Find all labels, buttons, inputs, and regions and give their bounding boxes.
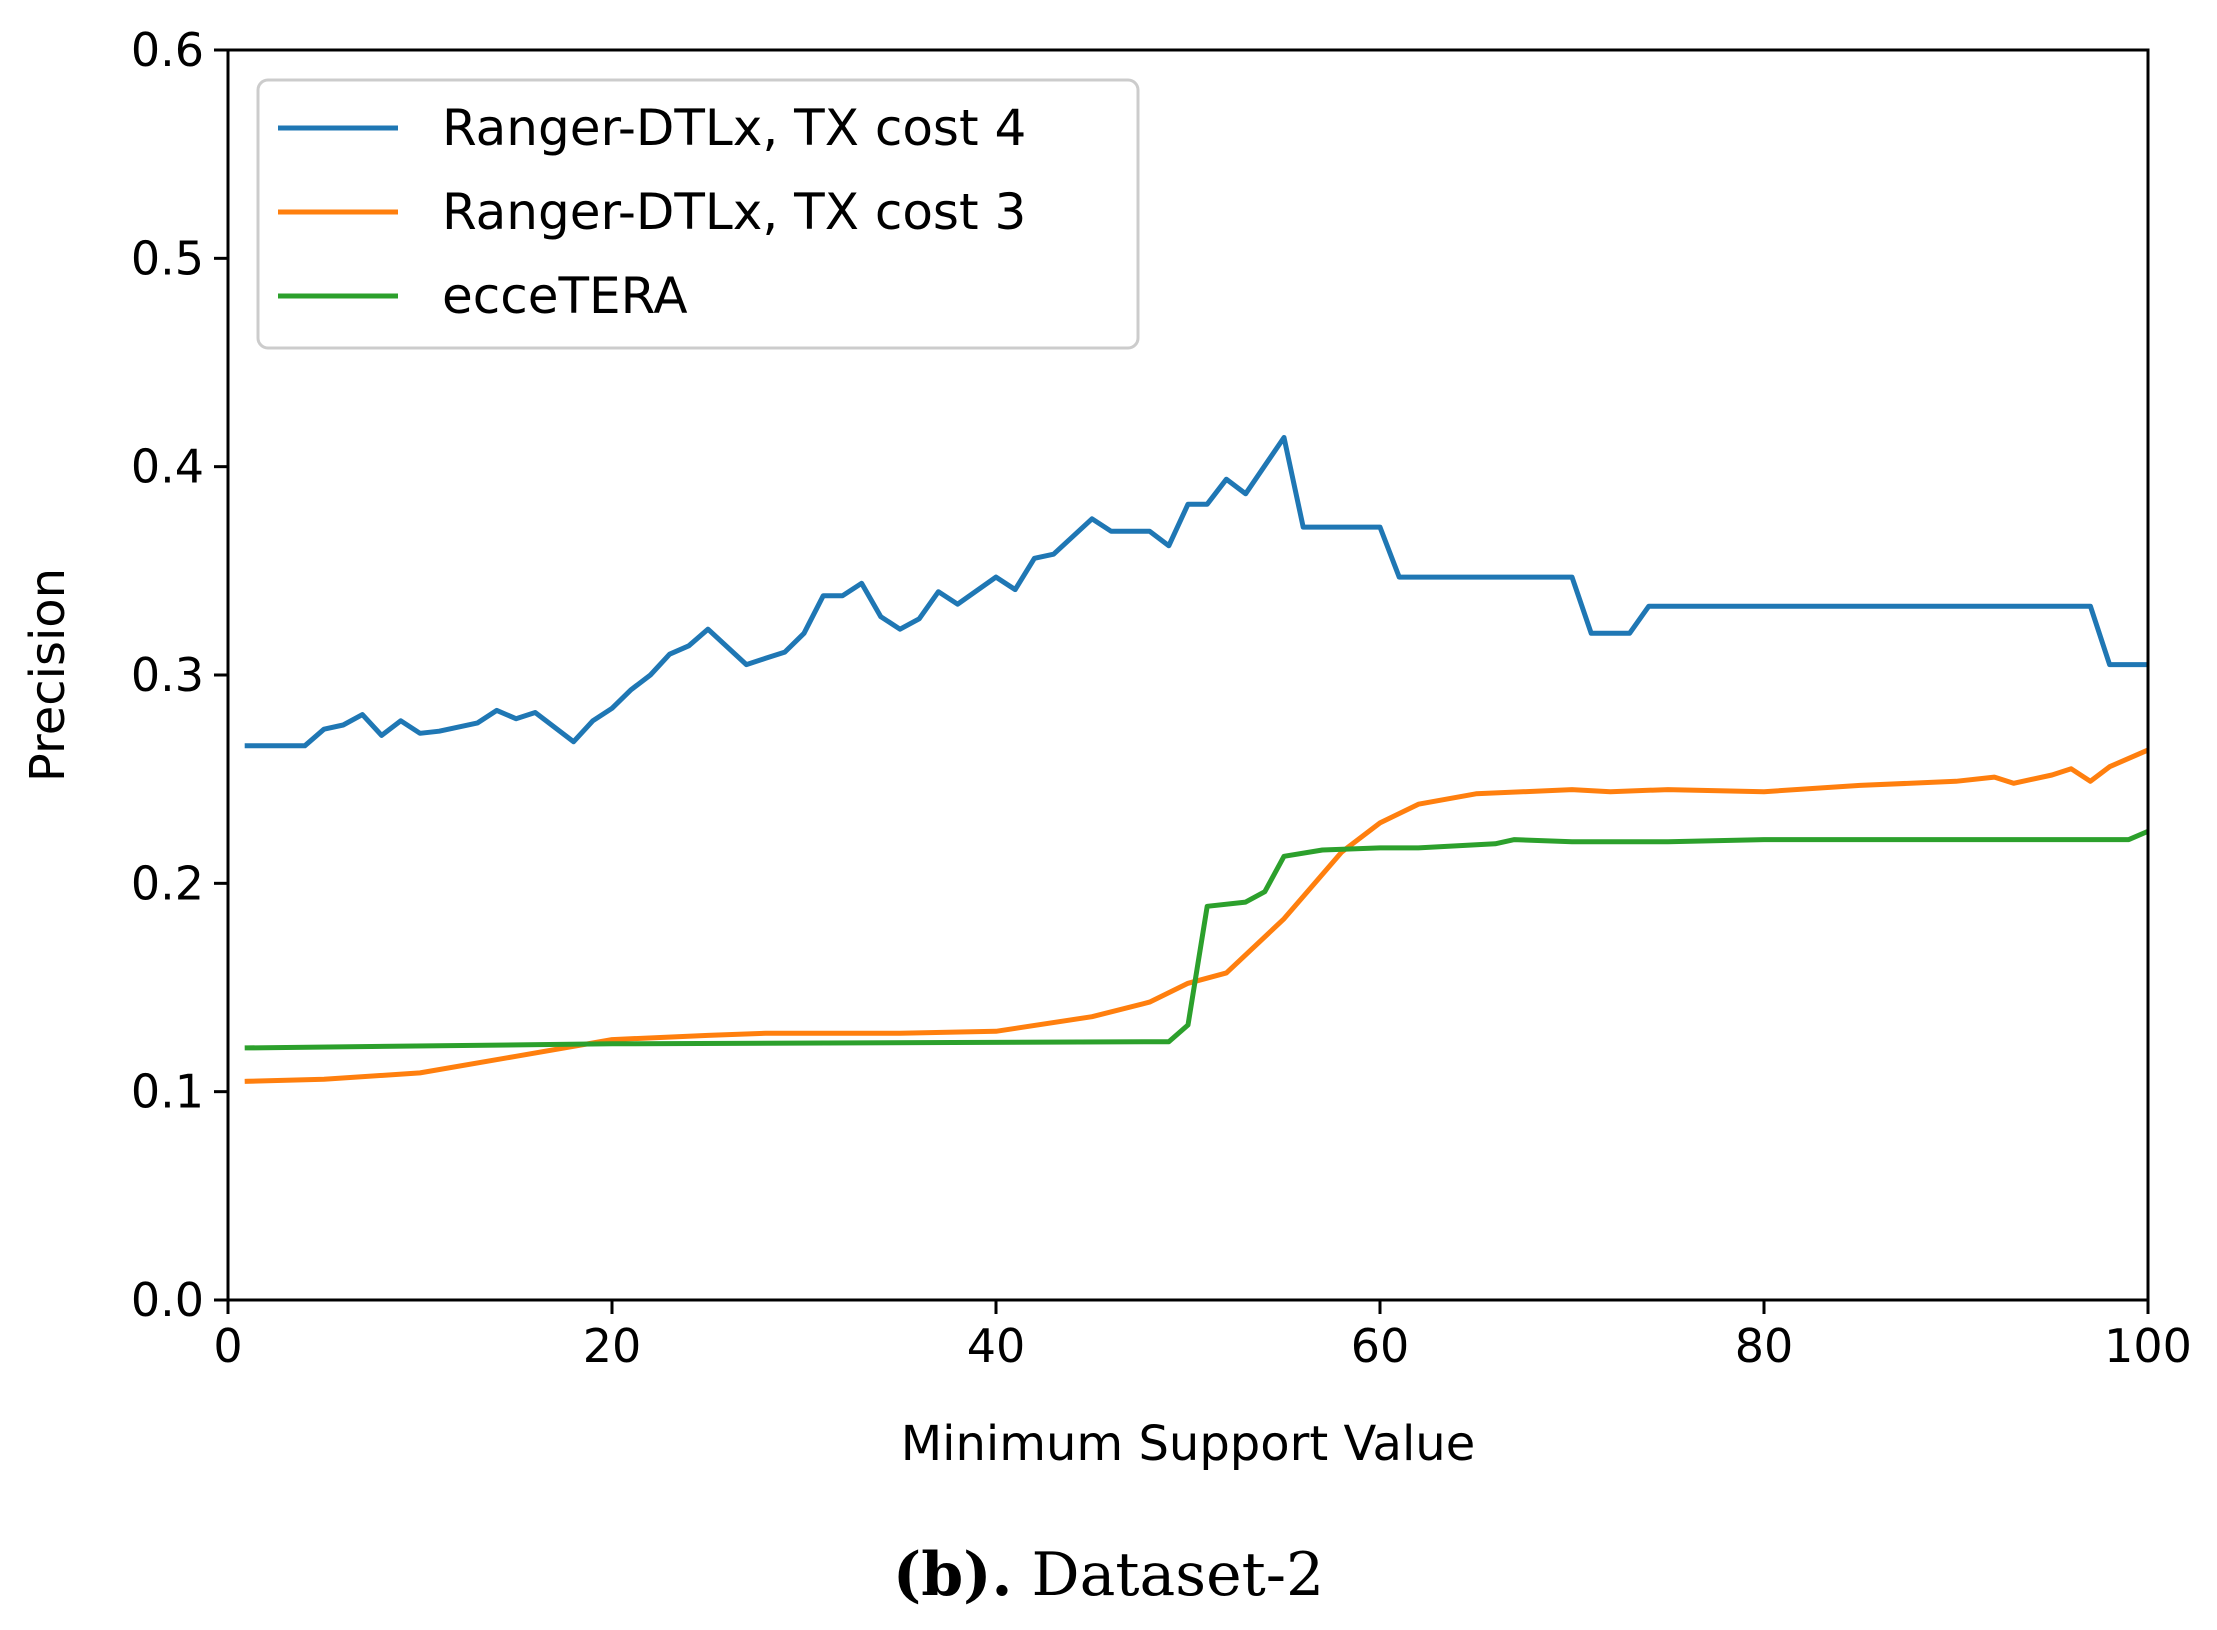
y-axis-label: Precision [20,568,76,782]
caption-text: Dataset-2 [1031,1540,1325,1610]
x-tick-label-5: 100 [2104,1319,2192,1373]
legend-label-1: Ranger-DTLx, TX cost 3 [442,183,1026,241]
caption-label: (b). [892,1540,1013,1610]
y-tick-label-6: 0.6 [131,23,204,77]
y-tick-label-3: 0.3 [131,648,204,702]
legend-label-0: Ranger-DTLx, TX cost 4 [442,99,1026,157]
x-axis-label: Minimum Support Value [901,1416,1476,1472]
series-layer [244,435,2148,1084]
x-tick-label-2: 40 [967,1319,1026,1373]
legend: Ranger-DTLx, TX cost 4 Ranger-DTLx, TX co… [256,78,1140,350]
x-tick-label-3: 60 [1351,1319,1410,1373]
y-tick-label-2: 0.2 [131,856,204,910]
y-tick-label-4: 0.4 [131,440,204,494]
ticks-layer: 0 20 40 60 80 100 0.0 0.1 0.2 0.3 0.4 0.5 0.6 [131,23,2192,1373]
y-tick-label-5: 0.5 [131,231,204,285]
legend-box [256,78,1140,350]
series-line-1 [244,747,2148,1084]
series-line-0 [244,435,2148,749]
legend-label-2: ecceTERA [442,267,688,325]
y-tick-label-1: 0.1 [131,1065,204,1119]
x-tick-label-0: 0 [213,1319,242,1373]
series-line-2 [244,828,2148,1051]
figure-caption: (b). Dataset-2 [0,1540,2217,1610]
y-tick-label-0: 0.0 [131,1273,204,1327]
line-chart: 0 20 40 60 80 100 0.0 0.1 0.2 0.3 0.4 0.5 0.6 Minimu… [20,23,2192,1472]
x-tick-label-1: 20 [583,1319,642,1373]
x-tick-label-4: 80 [1735,1319,1794,1373]
